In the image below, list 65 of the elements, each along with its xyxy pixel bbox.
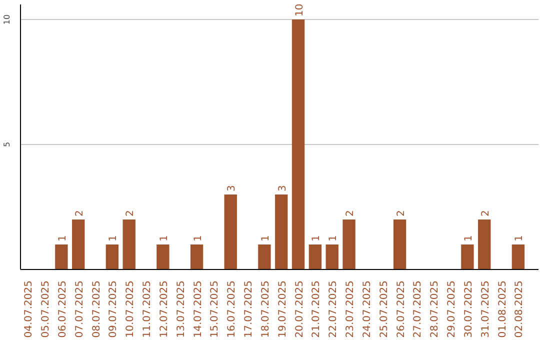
data-label: 1 — [57, 235, 68, 242]
data-label: 10 — [294, 4, 306, 16]
bar — [106, 244, 119, 270]
data-label: 1 — [311, 235, 322, 242]
x-tick-label: 28.07.2025 — [430, 280, 441, 338]
bar — [258, 244, 271, 270]
data-label: 1 — [328, 235, 340, 242]
bar — [190, 244, 204, 270]
bar — [275, 194, 288, 270]
x-tick-label: 13.07.2025 — [176, 280, 187, 338]
x-tick-label: 29.07.2025 — [446, 280, 458, 338]
x-tick-label: 31.07.2025 — [480, 280, 492, 338]
x-tick-label: 07.07.2025 — [74, 280, 86, 338]
bar — [478, 220, 491, 270]
x-tick-label: 19.07.2025 — [277, 280, 288, 338]
x-tick-label: 12.07.2025 — [158, 280, 170, 338]
x-tick-label: 24.07.2025 — [362, 280, 373, 338]
x-tick-label: 30.07.2025 — [463, 280, 474, 338]
x-tick-label: 17.07.2025 — [244, 280, 255, 338]
x-tick-label: 04.07.2025 — [24, 280, 35, 338]
x-tick-label: 20.07.2025 — [294, 280, 306, 338]
data-label: 3 — [226, 185, 238, 192]
x-tick-label: 10.07.2025 — [125, 280, 136, 338]
x-tick-label: 06.07.2025 — [57, 280, 68, 338]
x-tick-label: 15.07.2025 — [210, 280, 221, 338]
data-label: 1 — [514, 235, 526, 242]
x-tick-label: 08.07.2025 — [91, 280, 102, 338]
x-tick-label: 25.07.2025 — [378, 280, 390, 338]
x-tick-label: 26.07.2025 — [396, 280, 407, 338]
y-tick-label: 5 — [2, 142, 12, 148]
x-tick-label: 16.07.2025 — [226, 280, 238, 338]
bar — [326, 244, 338, 270]
x-tick-label: 21.07.2025 — [311, 280, 322, 338]
bar — [224, 194, 237, 270]
data-label: 2 — [396, 210, 407, 216]
bar — [308, 244, 322, 270]
x-tick-label: 11.07.2025 — [142, 280, 154, 338]
bar — [72, 220, 85, 270]
data-label: 2 — [345, 210, 356, 216]
data-label: 2 — [74, 210, 86, 216]
x-tick-label: 09.07.2025 — [108, 280, 120, 338]
bar — [512, 244, 525, 270]
bar — [292, 20, 305, 270]
bar — [156, 244, 170, 270]
data-label: 2 — [125, 210, 136, 216]
data-label: 1 — [158, 235, 170, 242]
data-label: 1 — [192, 235, 204, 242]
x-tick-label: 22.07.2025 — [328, 280, 340, 338]
data-label: 1 — [463, 235, 474, 242]
x-tick-label: 02.08.2025 — [514, 280, 526, 338]
x-tick-label: 01.08.2025 — [497, 280, 508, 338]
x-tick-label: 14.07.2025 — [192, 280, 204, 338]
bar — [342, 220, 356, 270]
x-tick-label: 27.07.2025 — [412, 280, 424, 338]
bar — [122, 220, 136, 270]
data-label: 1 — [260, 235, 272, 242]
data-label: 2 — [480, 210, 492, 216]
bar — [393, 220, 406, 270]
bar — [461, 244, 474, 270]
x-tick-label: 18.07.2025 — [260, 280, 272, 338]
x-tick-label: 23.07.2025 — [345, 280, 356, 338]
x-tick-label: 05.07.2025 — [40, 280, 52, 338]
bar — [55, 244, 68, 270]
data-label: 3 — [277, 185, 288, 192]
data-label: 1 — [108, 235, 120, 242]
